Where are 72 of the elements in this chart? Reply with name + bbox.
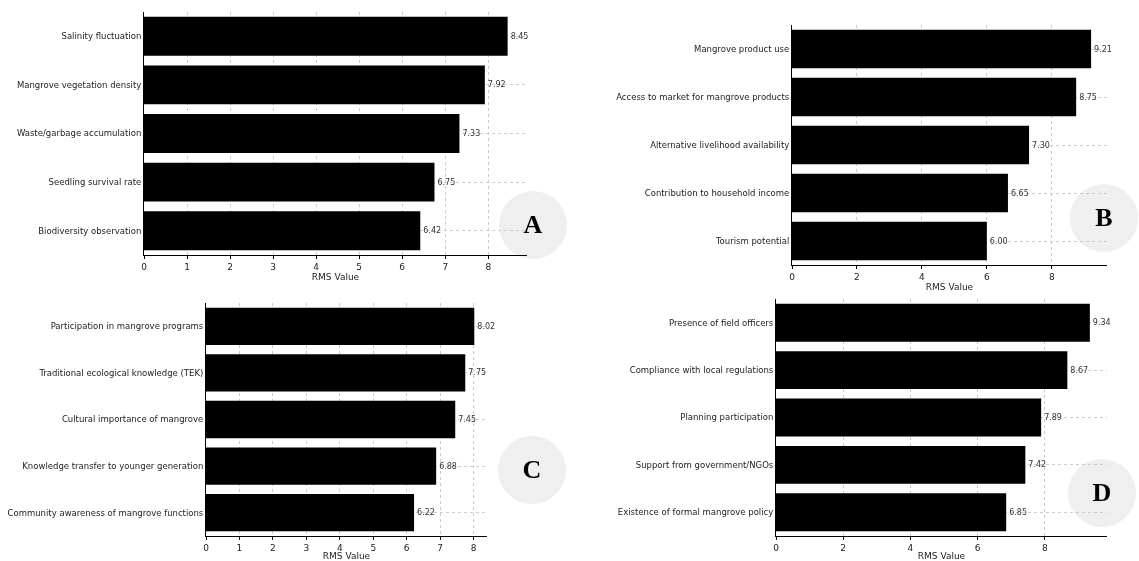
data-label: 8.45 <box>510 31 529 41</box>
x-tick-label: 0 <box>141 261 148 272</box>
x-tick-label: 4 <box>313 261 320 272</box>
x-tick-label: 6 <box>983 271 990 282</box>
x-tick-label: 2 <box>840 542 847 553</box>
data-label: 6.75 <box>437 177 456 187</box>
data-label: 8.75 <box>1079 92 1097 102</box>
data-label: 7.30 <box>1032 140 1050 150</box>
x-tick-label: 8 <box>1048 271 1055 282</box>
data-label: 7.75 <box>468 368 487 378</box>
y-tick-label: Existence of formal mangrove policy <box>617 507 774 518</box>
data-label: 8.67 <box>1070 365 1089 375</box>
data-label: 6.00 <box>989 236 1008 246</box>
data-label: 6.22 <box>417 508 435 518</box>
data-label: 6.65 <box>1010 188 1029 198</box>
x-tick-label: 8 <box>1041 542 1048 553</box>
x-tick-label: 6 <box>399 261 406 272</box>
y-tick-label: Community awareness of mangrove functions <box>7 507 204 518</box>
x-axis-title: RMS Value <box>917 551 966 561</box>
y-tick-label: Knowledge transfer to younger generation <box>22 461 204 472</box>
y-tick-label: Participation in mangrove programs <box>50 321 204 332</box>
data-label: 8.02 <box>477 321 496 331</box>
x-tick-label: 0 <box>789 271 796 282</box>
y-tick-label: Presence of field officers <box>668 317 774 328</box>
x-tick-label: 4 <box>336 542 343 553</box>
x-tick-label: 4 <box>919 271 926 282</box>
y-tick-label: Mangrove product use <box>694 43 790 54</box>
y-tick-label: Access to market for mangrove products <box>616 91 790 102</box>
data-label: 7.33 <box>462 129 481 138</box>
y-tick-label: Mangrove vegetation density <box>16 79 142 90</box>
data-label: 7.45 <box>458 415 477 424</box>
x-tick-label: 4 <box>907 542 914 553</box>
x-tick-label: 1 <box>184 261 190 272</box>
x-tick-label: 6 <box>974 542 981 553</box>
x-tick-label: 0 <box>203 542 210 553</box>
y-tick-label: Biodiversity observation <box>38 225 142 236</box>
x-tick-label: 5 <box>370 542 377 553</box>
x-tick-label: 6 <box>403 542 410 553</box>
y-tick-label: Salinity fluctuation <box>61 31 142 42</box>
y-tick-label: Waste/garbage accumulation <box>16 128 142 139</box>
x-tick-label: 5 <box>356 261 363 272</box>
y-tick-label: Compliance with local regulations <box>629 365 774 376</box>
x-axis-title: RMS Value <box>311 271 360 282</box>
data-label: 7.89 <box>1044 413 1062 422</box>
y-tick-label: Support from government/NGOs <box>635 459 774 470</box>
x-axis-title: RMS Value <box>925 281 974 292</box>
x-tick-label: 1 <box>236 542 243 553</box>
x-tick-label: 8 <box>485 261 492 272</box>
y-tick-label: Cultural importance of mangrove <box>61 414 204 425</box>
x-tick-label: 2 <box>854 271 860 282</box>
y-tick-label: Alternative livelihood availability <box>650 139 790 150</box>
x-tick-label: 7 <box>442 261 449 272</box>
y-tick-label: Tourism potential <box>714 235 790 246</box>
data-label: 6.42 <box>423 226 442 236</box>
x-tick-label: 7 <box>437 542 444 553</box>
x-tick-label: 3 <box>270 261 276 272</box>
x-tick-label: 8 <box>470 542 477 553</box>
y-tick-label: Seedling survival rate <box>48 177 142 188</box>
y-tick-label: Contribution to household income <box>644 187 790 198</box>
x-tick-label: 3 <box>303 542 310 553</box>
data-label: 9.21 <box>1094 44 1112 54</box>
x-tick-label: 0 <box>773 542 780 553</box>
data-label: 6.88 <box>439 461 457 471</box>
x-tick-label: 2 <box>270 542 276 553</box>
x-tick-label: 2 <box>227 261 233 272</box>
x-axis-title: RMS Value <box>322 551 371 561</box>
y-tick-label: Planning participation <box>680 412 774 423</box>
data-label: 9.34 <box>1092 318 1111 328</box>
y-tick-label: Traditional ecological knowledge (TEK) <box>38 367 204 378</box>
data-label: 6.85 <box>1009 507 1027 517</box>
data-label: 7.42 <box>1028 460 1047 470</box>
data-label: 7.92 <box>487 80 506 90</box>
